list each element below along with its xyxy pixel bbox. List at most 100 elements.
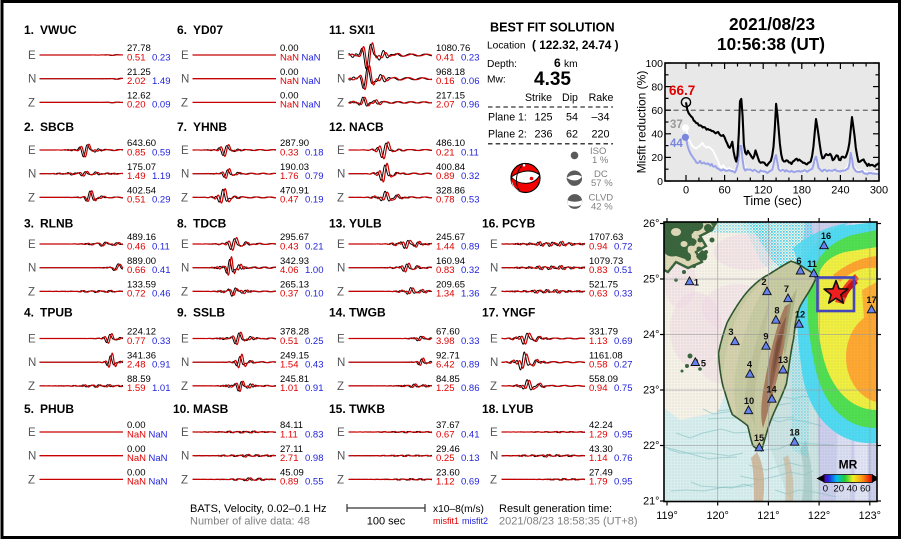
svg-text:1.13: 1.13 — [589, 336, 608, 347]
svg-text:–34: –34 — [591, 112, 609, 124]
svg-text:1.36: 1.36 — [461, 289, 480, 300]
svg-text:17.: 17. — [482, 306, 499, 320]
svg-text:0.21: 0.21 — [436, 147, 455, 158]
svg-text:44: 44 — [670, 138, 683, 150]
svg-text:0: 0 — [657, 176, 663, 188]
svg-text:123°: 123° — [859, 510, 881, 522]
svg-text:misfit2: misfit2 — [462, 516, 488, 526]
svg-text:120°: 120° — [707, 510, 729, 522]
svg-text:968.18: 968.18 — [436, 67, 465, 78]
svg-text:1.14: 1.14 — [589, 453, 608, 464]
svg-text:57 %: 57 % — [591, 178, 613, 189]
svg-text:Z: Z — [337, 97, 344, 109]
svg-text:1.49: 1.49 — [127, 171, 146, 182]
svg-text:N: N — [337, 451, 345, 463]
svg-text:0.19: 0.19 — [305, 195, 324, 206]
svg-text:0.66: 0.66 — [127, 265, 146, 276]
svg-text:RLNB: RLNB — [40, 217, 74, 231]
svg-text:E: E — [181, 50, 189, 62]
svg-text:3: 3 — [728, 327, 733, 337]
svg-text:15: 15 — [754, 433, 764, 443]
svg-text:PHUB: PHUB — [40, 402, 74, 416]
svg-text:2.71: 2.71 — [280, 453, 299, 464]
svg-text:0.75: 0.75 — [614, 383, 633, 394]
svg-text:23.60: 23.60 — [436, 468, 460, 479]
svg-text:0.89: 0.89 — [436, 171, 455, 182]
svg-text:27.49: 27.49 — [589, 468, 613, 479]
svg-text:Z: Z — [28, 97, 35, 109]
svg-text:0.43: 0.43 — [305, 360, 324, 371]
svg-text:8.: 8. — [177, 217, 187, 231]
svg-text:121°: 121° — [757, 510, 779, 522]
svg-text:11: 11 — [807, 259, 817, 269]
svg-text:NaN: NaN — [302, 100, 321, 111]
svg-text:236: 236 — [534, 129, 552, 141]
svg-text:N: N — [181, 263, 189, 275]
svg-text:0.00: 0.00 — [280, 67, 299, 78]
svg-text:0.58: 0.58 — [589, 360, 608, 371]
svg-text:E: E — [490, 427, 498, 439]
svg-text:VWUC: VWUC — [40, 23, 77, 37]
svg-text:0.16: 0.16 — [436, 76, 455, 87]
svg-text:0.79: 0.79 — [305, 171, 324, 182]
svg-text:180: 180 — [793, 185, 811, 197]
svg-text:37: 37 — [670, 119, 683, 131]
svg-text:Z: Z — [490, 474, 497, 486]
svg-text:7: 7 — [784, 284, 789, 294]
svg-text:0.11: 0.11 — [461, 147, 479, 158]
svg-text:E: E — [490, 239, 498, 251]
svg-text:0.32: 0.32 — [461, 171, 480, 182]
svg-text:misfit1: misfit1 — [433, 516, 459, 526]
svg-text:4.06: 4.06 — [280, 265, 299, 276]
svg-text:122°: 122° — [808, 510, 830, 522]
svg-text:120: 120 — [754, 185, 772, 197]
svg-text:14.: 14. — [329, 306, 346, 320]
svg-text:0.00: 0.00 — [280, 91, 299, 102]
svg-text:0.51: 0.51 — [280, 336, 299, 347]
svg-text:( 122.32, 24.74 ): ( 122.32, 24.74 ) — [532, 38, 619, 52]
svg-text:6: 6 — [554, 56, 561, 70]
svg-text:6.: 6. — [177, 23, 187, 37]
svg-text:NaN: NaN — [149, 477, 168, 488]
svg-text:0.94: 0.94 — [589, 241, 608, 252]
svg-text:Time (sec): Time (sec) — [743, 194, 802, 208]
svg-text:Z: Z — [490, 286, 497, 298]
svg-text:100: 100 — [645, 58, 663, 70]
svg-text:240: 240 — [831, 185, 849, 197]
svg-text:BATS, Velocity, 0.02–0.1 Hz: BATS, Velocity, 0.02–0.1 Hz — [190, 503, 327, 515]
svg-text:NaN: NaN — [302, 52, 321, 63]
svg-text:N: N — [337, 357, 345, 369]
svg-text:12: 12 — [795, 310, 805, 320]
svg-text:0.21: 0.21 — [305, 241, 324, 252]
svg-text:E: E — [337, 50, 345, 62]
svg-text:133.59: 133.59 — [127, 280, 156, 291]
svg-text:0.09: 0.09 — [152, 100, 171, 111]
svg-text:N: N — [28, 451, 36, 463]
svg-text:23°: 23° — [643, 385, 659, 397]
svg-text:NaN: NaN — [149, 453, 168, 464]
svg-text:54: 54 — [566, 112, 578, 124]
svg-text:N: N — [181, 169, 189, 181]
svg-text:Dip: Dip — [562, 92, 578, 104]
svg-text:ISO: ISO — [590, 146, 606, 157]
svg-text:2.: 2. — [24, 120, 34, 134]
svg-text:15.: 15. — [329, 402, 346, 416]
svg-text:21.25: 21.25 — [127, 67, 151, 78]
svg-text:DC: DC — [594, 169, 608, 180]
svg-text:29.46: 29.46 — [436, 444, 460, 455]
svg-text:10: 10 — [744, 396, 754, 406]
svg-text:N: N — [490, 357, 498, 369]
svg-text:N: N — [490, 263, 498, 275]
svg-text:1.49: 1.49 — [152, 76, 171, 87]
svg-text:0.59: 0.59 — [152, 147, 171, 158]
svg-text:0.33: 0.33 — [461, 336, 480, 347]
svg-text:Rake: Rake — [589, 92, 614, 104]
svg-text:Number of alive data: 48: Number of alive data: 48 — [190, 516, 310, 528]
svg-text:0.13: 0.13 — [461, 453, 480, 464]
svg-text:N: N — [337, 263, 345, 275]
svg-text:3.98: 3.98 — [436, 336, 455, 347]
svg-text:E: E — [181, 239, 189, 251]
svg-text:25°: 25° — [643, 274, 659, 286]
svg-text:Z: Z — [181, 192, 188, 204]
svg-text:Z: Z — [181, 97, 188, 109]
